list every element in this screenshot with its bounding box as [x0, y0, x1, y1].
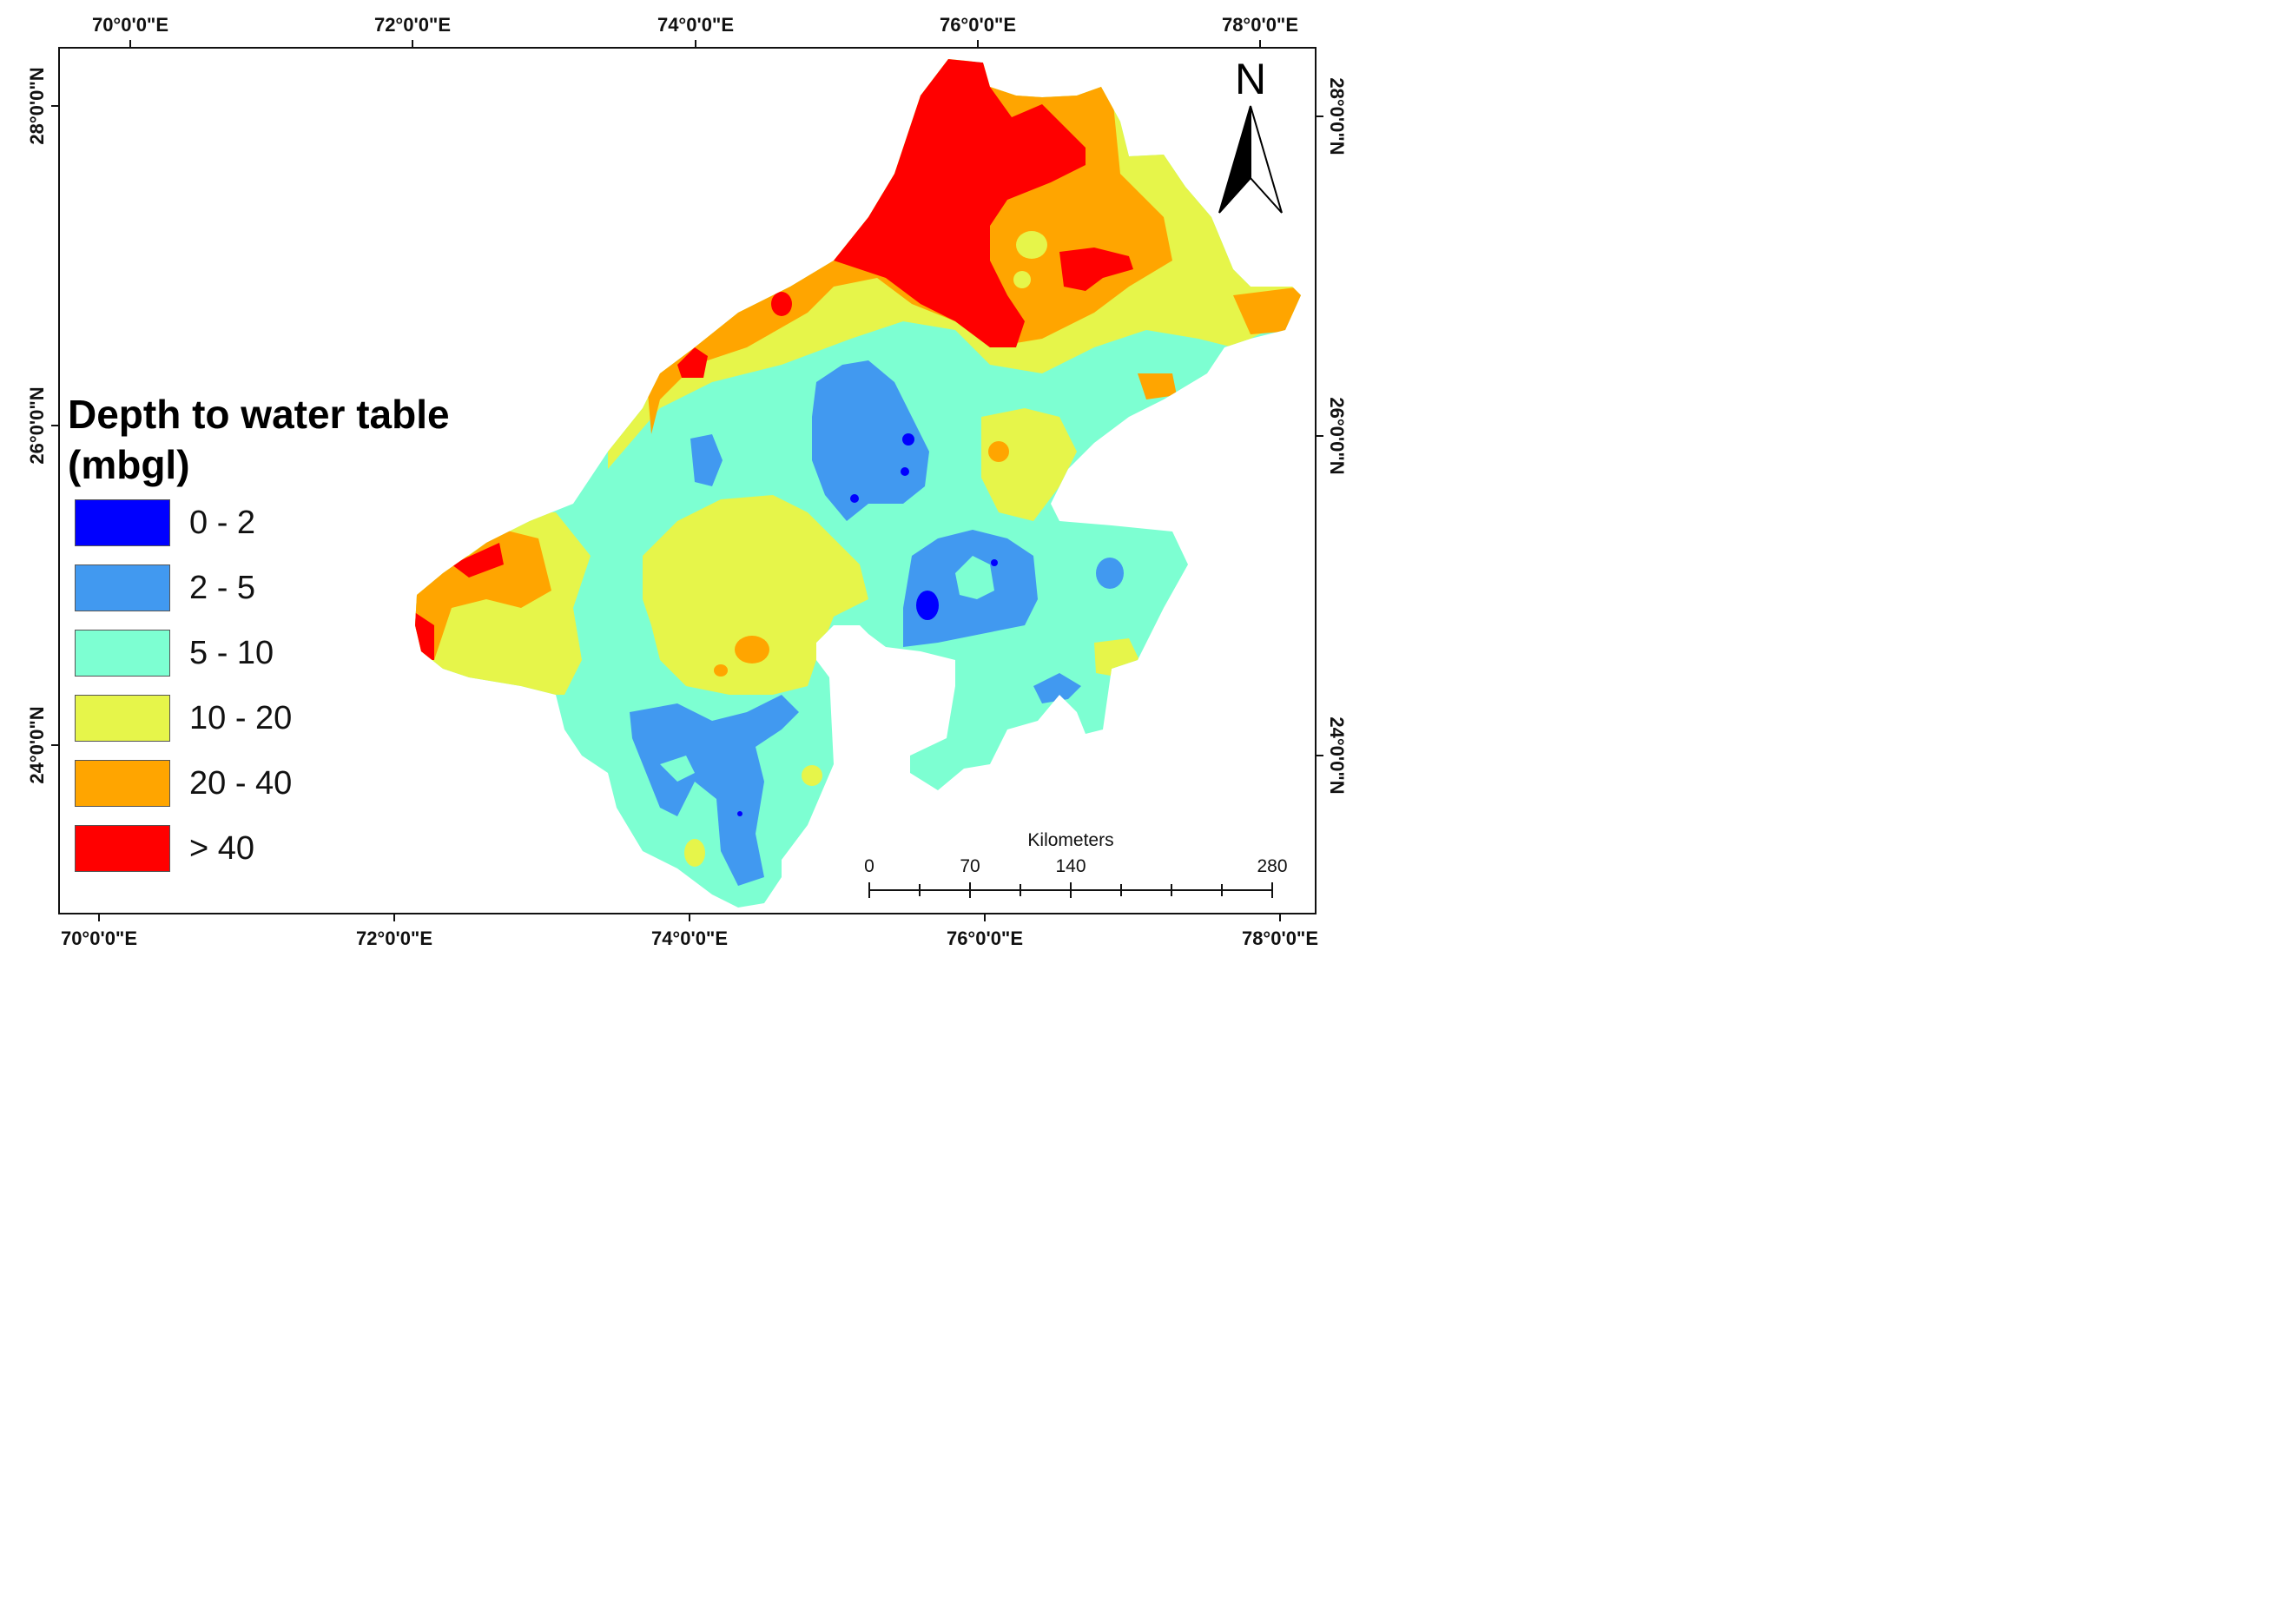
legend-title-line-1: Depth to water table: [68, 392, 450, 437]
zone-0-2: [737, 811, 742, 816]
legend-label: 0 - 2: [189, 505, 256, 541]
zone-2-5: [812, 360, 929, 521]
zone-0-2: [991, 559, 998, 566]
legend-swatch: [75, 825, 170, 872]
zone-5-10: [660, 756, 695, 782]
scale-bar-label: 0: [864, 856, 874, 876]
zone-10-20: [981, 408, 1077, 521]
scale-bar-label: 280: [1257, 856, 1287, 876]
zone-20-40: [1233, 287, 1301, 334]
scale-bar-label: 140: [1055, 856, 1086, 876]
bottom-tick-label: 72°0'0"E: [356, 928, 432, 949]
left-tick-label: 24°0'0"N: [26, 706, 48, 783]
zone-2-5: [1033, 673, 1081, 703]
zone-10-20: [1013, 271, 1031, 288]
zone-0-2: [850, 494, 859, 503]
zone-5-10: [955, 556, 994, 599]
legend-swatch: [75, 499, 170, 546]
top-tick-label: 72°0'0"E: [374, 14, 451, 36]
map-canvas: 70°0'0"E 72°0'0"E 74°0'0"E 76°0'0"E 78°0…: [26, 14, 1348, 949]
zone-20-40: [714, 664, 728, 677]
legend-swatch: [75, 630, 170, 677]
zone-10-20: [802, 765, 822, 786]
right-tick-label: 24°0'0"N: [1326, 716, 1348, 794]
bottom-axis-ticks: [98, 914, 1281, 921]
zone-gt-40: [415, 608, 434, 660]
scale-bar: Kilometers 0 70 140 280: [864, 830, 1288, 898]
north-arrow: N: [1218, 55, 1283, 214]
bottom-tick-label: 78°0'0"E: [1242, 928, 1318, 949]
bottom-tick-label: 70°0'0"E: [61, 928, 137, 949]
legend-swatch: [75, 760, 170, 807]
zone-gt-40: [677, 347, 708, 378]
legend-title: Depth to water table (mbgl): [68, 389, 450, 490]
zone-2-5: [1096, 558, 1124, 589]
bottom-tick-label: 74°0'0"E: [651, 928, 728, 949]
zone-10-20: [684, 839, 705, 867]
north-arrow-icon: [1218, 105, 1251, 214]
zone-0-2: [902, 433, 914, 446]
top-tick-label: 76°0'0"E: [940, 14, 1016, 36]
bottom-tick-label: 76°0'0"E: [947, 928, 1023, 949]
zone-20-40: [415, 530, 551, 660]
legend-label: 20 - 40: [189, 765, 293, 802]
zone-gt-40: [834, 59, 1086, 347]
left-tick-label: 26°0'0"N: [26, 386, 48, 464]
right-tick-label: 26°0'0"N: [1326, 397, 1348, 474]
scale-bar-unit: Kilometers: [1027, 830, 1113, 850]
legend-label: 10 - 20: [189, 700, 293, 736]
left-tick-label: 28°0'0"N: [26, 67, 48, 144]
zone-0-2: [901, 467, 909, 476]
top-axis-ticks: [129, 40, 1261, 48]
zone-20-40: [735, 636, 769, 663]
zone-gt-40: [1059, 248, 1133, 291]
legend-title-line-2: (mbgl): [68, 442, 190, 487]
zone-10-20: [1016, 231, 1047, 259]
legend-swatch: [75, 564, 170, 611]
zone-2-5: [690, 434, 723, 486]
top-tick-label: 74°0'0"E: [657, 14, 734, 36]
zone-10-20: [643, 495, 868, 695]
depth-map-region: [415, 59, 1301, 908]
legend-label: 5 - 10: [189, 635, 274, 671]
zone-gt-40: [452, 543, 504, 578]
legend: 0 - 2 2 - 5 5 - 10 10 - 20 20 - 40 > 40: [75, 499, 292, 890]
north-arrow-letter: N: [1235, 55, 1266, 103]
legend-item: 10 - 20: [75, 695, 292, 760]
zone-gt-40: [771, 292, 792, 316]
left-axis-ticks: [51, 105, 59, 746]
north-arrow-icon: [1250, 105, 1283, 214]
zone-20-40: [988, 441, 1009, 462]
scale-bar-label: 70: [960, 856, 980, 876]
legend-item: 0 - 2: [75, 499, 292, 564]
top-tick-label: 78°0'0"E: [1222, 14, 1298, 36]
zone-20-40: [1138, 373, 1177, 399]
right-axis-ticks: [1316, 116, 1323, 756]
map-frame: [58, 47, 1317, 914]
zone-0-2: [916, 591, 939, 620]
zone-2-5: [630, 695, 799, 886]
right-tick-label: 28°0'0"N: [1326, 77, 1348, 155]
legend-item: 5 - 10: [75, 630, 292, 695]
top-tick-label: 70°0'0"E: [92, 14, 168, 36]
legend-label: 2 - 5: [189, 570, 256, 606]
legend-item: > 40: [75, 825, 292, 890]
legend-label: > 40: [189, 830, 255, 867]
legend-item: 20 - 40: [75, 760, 292, 825]
legend-swatch: [75, 695, 170, 742]
legend-item: 2 - 5: [75, 564, 292, 630]
